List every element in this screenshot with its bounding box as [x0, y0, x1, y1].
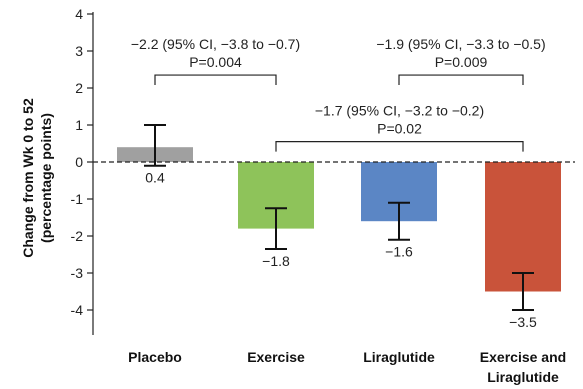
category-label: Exercise and	[480, 349, 566, 365]
y-tick-label: 3	[75, 43, 83, 59]
comparison-bracket	[154, 74, 277, 86]
y-axis-label-line2: (percentage points)	[38, 113, 54, 243]
category-labels: Placebo Exercise Liraglutide Exercise and Li…	[128, 349, 566, 385]
value-label: −1.6	[385, 244, 413, 260]
category-label: Liraglutide	[487, 369, 559, 385]
comparison-estimate: −1.9 (95% CI, −3.3 to −0.5)	[376, 36, 545, 52]
value-label: 0.4	[145, 170, 165, 186]
comparison-p-value: P=0.02	[377, 121, 422, 137]
y-tick-label: -4	[71, 302, 84, 318]
y-axis-label-line1: Change from Wk 0 to 52	[20, 98, 36, 258]
bar-exercise-and-liraglutide	[485, 162, 561, 292]
y-tick-label: -2	[71, 228, 84, 244]
y-tick-label: -3	[71, 265, 84, 281]
y-tick-label: -1	[71, 191, 84, 207]
y-tick-label: 4	[75, 6, 83, 22]
value-labels: 0.4 −1.8 −1.6 −3.5	[145, 170, 537, 330]
y-axis: 4 3 2 1 0 -1 -2 -3 -4	[71, 6, 94, 335]
y-axis-label: Change from Wk 0 to 52 (percentage point…	[20, 98, 54, 258]
y-tick-label: 1	[75, 117, 83, 133]
comparison-brackets: −2.2 (95% CI, −3.8 to −0.7) P=0.004 −1.9 (…	[131, 36, 546, 152]
comparison-estimate: −2.2 (95% CI, −3.8 to −0.7)	[131, 36, 300, 52]
y-tick-label: 2	[75, 80, 83, 96]
category-label: Liraglutide	[363, 349, 435, 365]
category-label: Placebo	[128, 349, 182, 365]
value-label: −3.5	[509, 314, 537, 330]
comparison-bracket	[398, 74, 524, 86]
comparison-bracket	[275, 141, 524, 152]
comparison-p-value: P=0.004	[189, 54, 242, 70]
y-tick-label: 0	[75, 154, 83, 170]
comparison-p-value: P=0.009	[435, 54, 488, 70]
error-bars	[144, 124, 534, 311]
comparison-estimate: −1.7 (95% CI, −3.2 to −0.2)	[315, 103, 484, 119]
category-label: Exercise	[247, 349, 305, 365]
value-label: −1.8	[262, 253, 290, 269]
bars	[117, 147, 561, 292]
